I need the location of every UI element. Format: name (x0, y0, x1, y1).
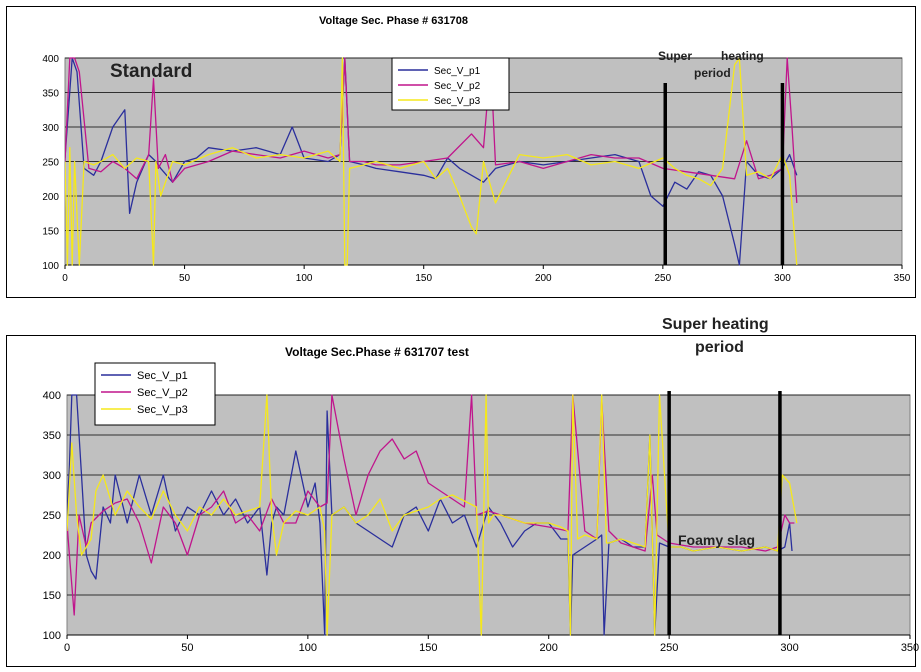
y-tick-label: 300 (43, 470, 61, 482)
chart-bottom: Voltage Sec.Phase # 631707 test 100 150 200… (43, 316, 920, 654)
x-tick-label: 250 (660, 642, 678, 654)
x-tick-label: 300 (774, 273, 791, 284)
y-tick-label: 150 (42, 227, 59, 238)
y-tick-label: 350 (43, 430, 61, 442)
y-tick-label: 150 (43, 590, 61, 602)
x-tick-label: 350 (901, 642, 919, 654)
legend-label: Sec_V_p2 (434, 81, 481, 92)
annotation-standard: Standard (110, 61, 192, 82)
y-tick-label: 400 (42, 54, 59, 65)
annotation-super: Super (658, 49, 692, 63)
chart-panel-bottom: Voltage Sec.Phase # 631707 test 100 150 200… (6, 316, 920, 667)
series-line-sec-v-p3 (65, 57, 798, 266)
legend-label: Sec_V_p3 (137, 404, 188, 416)
legend-label: Sec_V_p1 (434, 66, 481, 77)
y-tick-label: 250 (43, 510, 61, 522)
chart-title: Voltage Sec. Phase # 631708 (319, 15, 468, 27)
chart-panel-top: Voltage Sec. Phase # 631708 100 150 200 250 3… (6, 6, 916, 298)
y-tick-label: 350 (42, 89, 59, 100)
annotation-super-heating: Super heating (662, 316, 769, 333)
annotation-foamy-slag: Foamy slag (678, 532, 755, 548)
series-line-sec-v-p3 (67, 394, 798, 636)
x-tick-label: 150 (415, 273, 432, 284)
x-tick-label: 50 (181, 642, 193, 654)
chart-title: Voltage Sec.Phase # 631707 test (285, 345, 469, 359)
x-tick-label: 0 (62, 273, 68, 284)
legend-label: Sec_V_p1 (137, 370, 188, 382)
y-tick-label: 100 (43, 630, 61, 642)
y-tick-label: 300 (42, 123, 59, 134)
y-tick-label: 200 (42, 192, 59, 203)
annotation-heating: heating (721, 49, 764, 63)
x-tick-label: 100 (299, 642, 317, 654)
y-tick-label: 250 (42, 158, 59, 169)
x-tick-label: 100 (296, 273, 313, 284)
x-tick-label: 300 (780, 642, 798, 654)
legend-label: Sec_V_p3 (434, 96, 481, 107)
legend-box (94, 362, 216, 426)
x-tick-label: 250 (655, 273, 672, 284)
x-tick-label: 150 (419, 642, 437, 654)
annotation-period: period (694, 66, 731, 80)
x-tick-label: 50 (179, 273, 191, 284)
y-tick-label: 200 (43, 550, 61, 562)
y-tick-label: 400 (43, 390, 61, 402)
x-tick-label: 350 (894, 273, 911, 284)
annotation-period: period (695, 339, 744, 356)
x-tick-label: 200 (535, 273, 552, 284)
legend-label: Sec_V_p2 (137, 387, 188, 399)
x-tick-label: 0 (64, 642, 70, 654)
legend-box (391, 57, 510, 111)
x-tick-label: 200 (540, 642, 558, 654)
chart-top: Voltage Sec. Phase # 631708 100 150 200 250 3… (42, 15, 911, 284)
y-tick-label: 100 (42, 261, 59, 272)
